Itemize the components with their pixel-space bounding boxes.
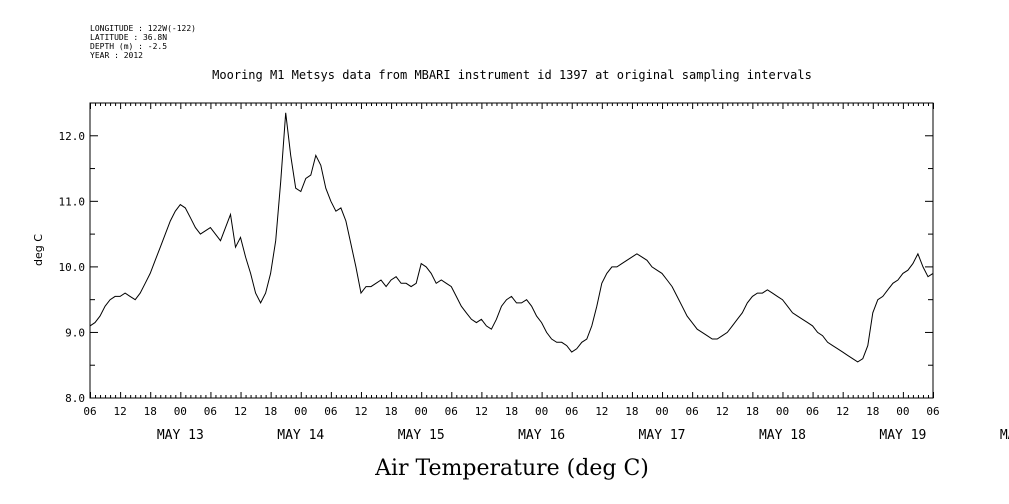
y-tick-label: 10.0	[59, 261, 86, 274]
x-tick-label: 18	[264, 405, 277, 418]
y-tick-label: 12.0	[59, 130, 86, 143]
x-tick-label: 00	[415, 405, 428, 418]
metadata-block: LONGITUDE : 122W(-122) LATITUDE : 36.8N …	[90, 24, 196, 60]
date-labels: MAY 13 MAY 14 MAY 15 MAY 16 MAY 17 MAY 18 MAY …	[157, 428, 1009, 443]
metadata-depth: DEPTH (m) : -2.5	[90, 42, 167, 51]
x-tick-label: 18	[505, 405, 518, 418]
date-label: MAY 18	[759, 428, 806, 443]
y-tick-labels: 8.0 9.0 10.0 11.0 12.0	[59, 130, 86, 405]
date-label: MAY 16	[518, 428, 565, 443]
metadata-latitude: LATITUDE : 36.8N	[90, 33, 167, 42]
y-axis-label: deg C	[32, 234, 45, 266]
x-tick-label: 18	[866, 405, 879, 418]
date-label: MAY 20	[1000, 428, 1009, 443]
date-label: MAY 17	[639, 428, 686, 443]
y-tick-label: 11.0	[59, 195, 86, 208]
x-tick-label: 00	[294, 405, 307, 418]
x-tick-label: 00	[896, 405, 909, 418]
x-tick-label: 00	[655, 405, 668, 418]
x-tick-label: 06	[324, 405, 337, 418]
y-tick-label: 8.0	[65, 392, 85, 405]
x-tick-label: 00	[535, 405, 548, 418]
x-tick-label: 18	[746, 405, 759, 418]
metadata-year: YEAR : 2012	[90, 51, 143, 60]
y-tick-label: 9.0	[65, 326, 85, 339]
x-tick-labels: 06 12 18 00 06 12 18 00 06 12 18 00 06 12 18 00 06 12 18 00…	[83, 405, 939, 418]
x-tick-label: 12	[475, 405, 488, 418]
x-tick-label: 12	[836, 405, 849, 418]
x-tick-label: 18	[144, 405, 157, 418]
date-label: MAY 15	[398, 428, 445, 443]
x-tick-label: 06	[926, 405, 939, 418]
x-tick-label: 00	[174, 405, 187, 418]
date-label: MAY 19	[879, 428, 926, 443]
x-tick-label: 06	[204, 405, 217, 418]
x-tick-label: 12	[113, 405, 126, 418]
x-tick-label: 12	[354, 405, 367, 418]
x-tick-label: 06	[83, 405, 96, 418]
x-tick-label: 06	[806, 405, 819, 418]
x-tick-label: 06	[686, 405, 699, 418]
x-tick-label: 06	[565, 405, 578, 418]
date-label: MAY 13	[157, 428, 204, 443]
x-tick-label: 06	[445, 405, 458, 418]
chart-title: Mooring M1 Metsys data from MBARI instru…	[212, 68, 812, 82]
x-tick-label: 00	[776, 405, 789, 418]
date-label: MAY 14	[277, 428, 324, 443]
x-tick-label: 12	[234, 405, 247, 418]
x-tick-label: 18	[384, 405, 397, 418]
x-axis-label: Air Temperature (deg C)	[374, 456, 649, 481]
x-tick-label: 12	[716, 405, 729, 418]
plot-frame	[89, 102, 934, 399]
metadata-longitude: LONGITUDE : 122W(-122)	[90, 24, 196, 33]
series-line-air-temperature	[89, 112, 934, 363]
axis-ticks	[90, 102, 934, 399]
x-tick-label: 18	[625, 405, 638, 418]
x-tick-label: 12	[595, 405, 608, 418]
